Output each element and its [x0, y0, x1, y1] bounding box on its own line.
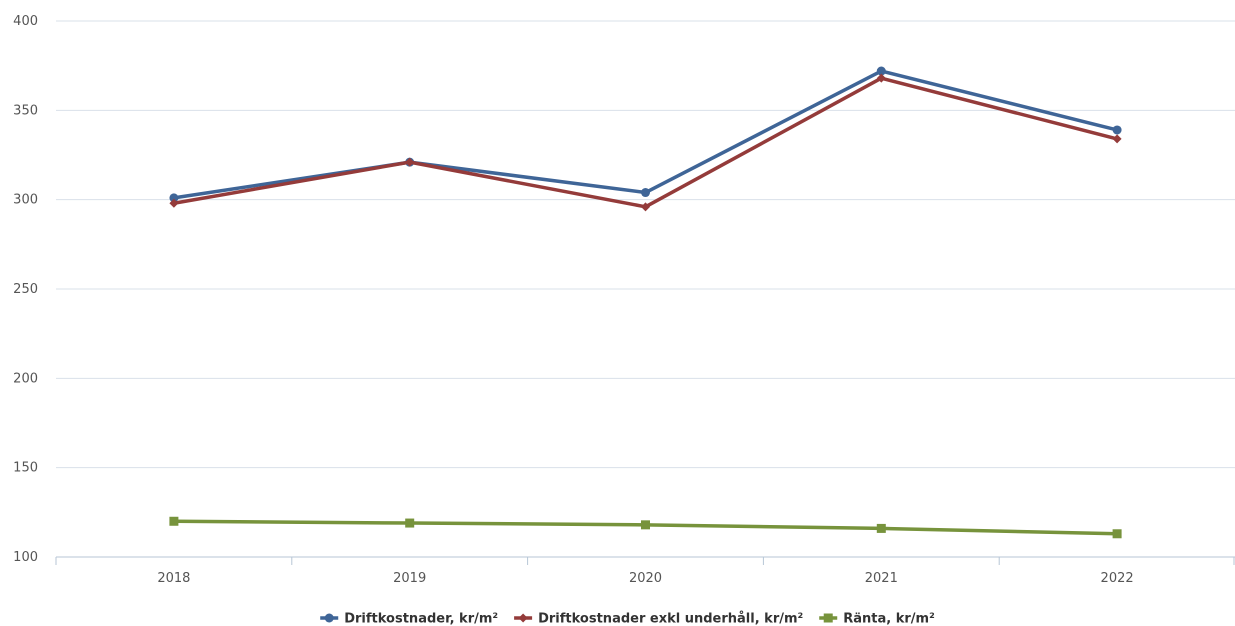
series-1: [169, 66, 1122, 203]
legend-marker-swatch: [518, 613, 528, 623]
data-point: [405, 518, 415, 528]
y-tick-label: 300: [13, 193, 38, 208]
legend-label: Driftkostnader exkl underhåll, kr/m²: [538, 612, 803, 626]
series-lines: [169, 66, 1122, 539]
series-line: [172, 76, 1119, 209]
x-tick-label: 2018: [157, 571, 190, 586]
data-point: [1112, 529, 1122, 539]
data-point: [641, 520, 650, 530]
data-point: [169, 193, 179, 203]
legend-item: Driftkostnader exkl underhåll, kr/m²: [514, 612, 803, 626]
data-point: [405, 157, 415, 167]
y-tick-label: 150: [13, 461, 38, 476]
legend-item: Driftkostnader, kr/m²: [320, 612, 498, 626]
y-tick-label: 100: [13, 550, 38, 565]
data-point: [169, 516, 179, 526]
x-tick-label: 2021: [865, 571, 898, 586]
x-axis-tick-labels: 2018 2019 2020 2021 2022: [157, 571, 1133, 586]
data-point: [641, 202, 650, 212]
data-point: [641, 188, 650, 198]
data-point: [876, 73, 886, 83]
data-point: [876, 523, 886, 533]
y-tick-label: 400: [13, 14, 38, 29]
x-tick-label: 2020: [629, 571, 662, 586]
data-point: [169, 198, 179, 208]
x-axis: [55, 556, 1235, 565]
legend-item: Ränta, kr/m²: [819, 612, 935, 626]
data-point: [1112, 125, 1122, 135]
y-axis-tick-labels: 100 150 200 250 300 350 400: [13, 14, 38, 565]
legend: Driftkostnader, kr/m² Driftkostnader exkl…: [320, 612, 935, 626]
y-tick-label: 200: [13, 371, 38, 386]
x-tick-label: 2019: [393, 571, 426, 586]
legend-marker-swatch: [324, 613, 334, 623]
data-point: [1112, 134, 1122, 144]
grid-lines: [56, 20, 1235, 469]
legend-label: Driftkostnader, kr/m²: [344, 612, 498, 626]
x-tick-label: 2022: [1101, 571, 1134, 586]
y-tick-label: 350: [13, 103, 38, 118]
data-point: [876, 66, 886, 76]
series-2: [169, 73, 1122, 212]
series-3: [169, 516, 1122, 539]
legend-label: Ränta, kr/m²: [843, 612, 935, 626]
legend-marker-swatch: [823, 613, 833, 623]
y-tick-label: 250: [13, 282, 38, 297]
